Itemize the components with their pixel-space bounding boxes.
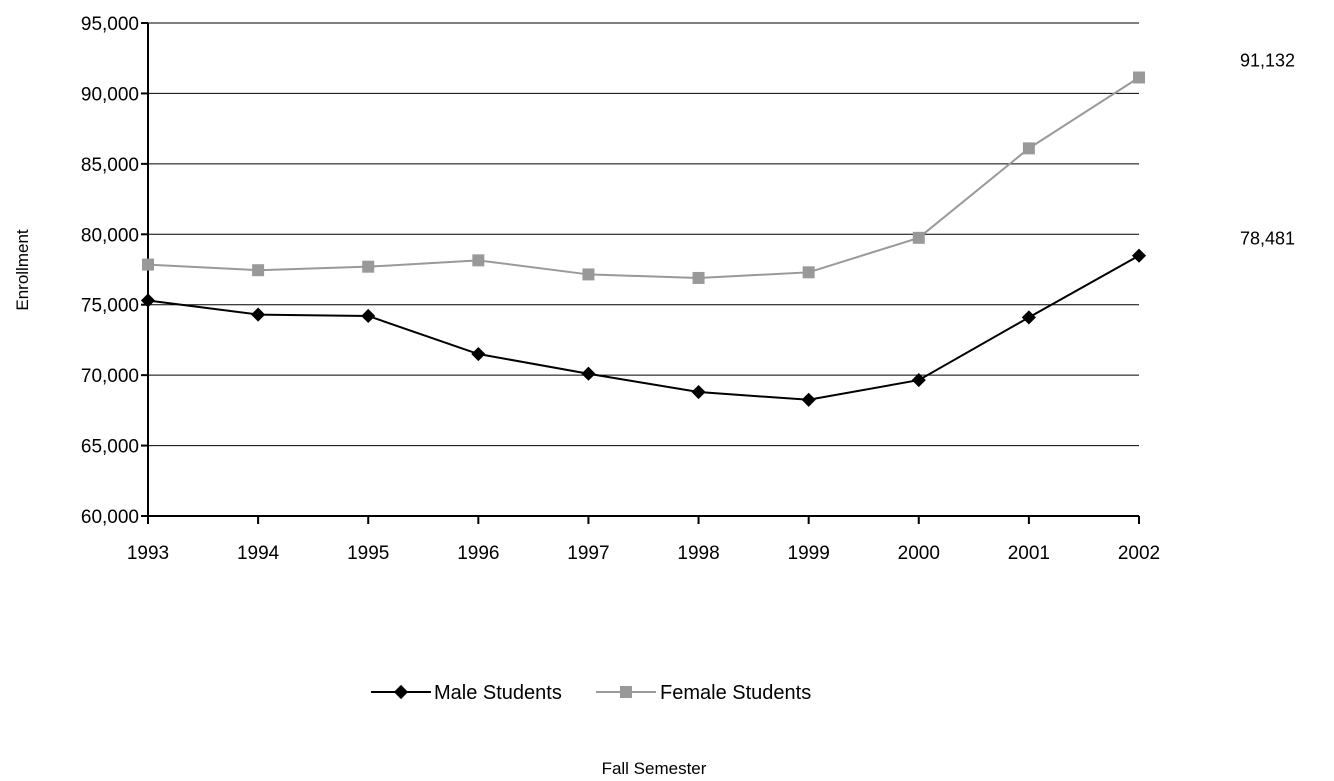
x-tick-label: 1993 <box>127 543 169 564</box>
data-point-male <box>801 392 816 407</box>
x-tick-labels: 1993 1994 1995 1996 1997 1998 1999 2000 2001 2002 <box>127 516 1160 564</box>
data-point-female <box>582 268 595 281</box>
data-point-male <box>581 366 596 381</box>
data-point-female <box>1022 142 1035 155</box>
y-tick-label: 90,000 <box>81 84 139 105</box>
data-point-female <box>692 271 705 284</box>
gridlines <box>148 22 1139 517</box>
y-tick-labels: 60,000 65,000 70,000 75,000 80,000 85,000 90,0… <box>81 14 148 528</box>
data-point-male <box>140 293 156 308</box>
data-label-female: 91,132 <box>1240 50 1295 70</box>
legend-item-female: Female Students <box>596 682 811 704</box>
data-point-male <box>1131 248 1147 263</box>
legend-label-female: Female Students <box>660 682 811 704</box>
data-point-female <box>472 254 485 267</box>
series-line-male <box>147 254 1140 401</box>
data-point-female <box>142 258 154 271</box>
y-tick-label: 95,000 <box>81 14 139 35</box>
data-label-male: 78,481 <box>1240 229 1295 249</box>
y-tick-label: 60,000 <box>81 507 139 528</box>
x-tick-label: 1996 <box>457 543 499 564</box>
y-tick-label: 70,000 <box>81 366 139 387</box>
y-tick-label: 75,000 <box>81 296 139 317</box>
data-point-female <box>252 264 265 277</box>
x-tick-label: 2000 <box>898 543 940 564</box>
y-tick-label: 80,000 <box>81 225 139 246</box>
x-tick-label: 2002 <box>1118 543 1160 564</box>
x-tick-label: 1998 <box>677 543 719 564</box>
series-lines <box>140 71 1147 407</box>
data-point-male <box>251 307 266 322</box>
data-point-female <box>912 231 925 244</box>
data-point-female <box>802 266 815 279</box>
y-tick-label: 65,000 <box>81 437 139 458</box>
data-point-female <box>1133 71 1145 84</box>
legend: Male Students Female Students <box>371 682 811 704</box>
data-point-male <box>471 346 486 362</box>
data-point-male <box>691 384 706 400</box>
series-line-female <box>147 76 1140 279</box>
y-tick-label: 85,000 <box>81 155 139 176</box>
y-axis-title: Enrollment <box>13 229 32 311</box>
x-tick-label: 2001 <box>1008 543 1050 564</box>
x-axis-title: Fall Semester <box>602 759 707 778</box>
legend-swatch-male-diamond <box>393 684 409 700</box>
legend-label-male: Male Students <box>434 682 562 704</box>
data-point-female <box>362 260 375 273</box>
data-labels: 91,132 78,481 <box>1240 50 1295 248</box>
legend-swatch-female-square <box>620 686 632 698</box>
data-point-male <box>911 373 926 388</box>
legend-item-male: Male Students <box>371 682 562 704</box>
x-tick-label: 1995 <box>347 543 389 564</box>
x-tick-label: 1999 <box>788 543 830 564</box>
data-point-male <box>1021 310 1036 325</box>
x-tick-label: 1997 <box>567 543 609 564</box>
x-tick-label: 1994 <box>237 543 280 564</box>
data-point-male <box>361 308 376 324</box>
